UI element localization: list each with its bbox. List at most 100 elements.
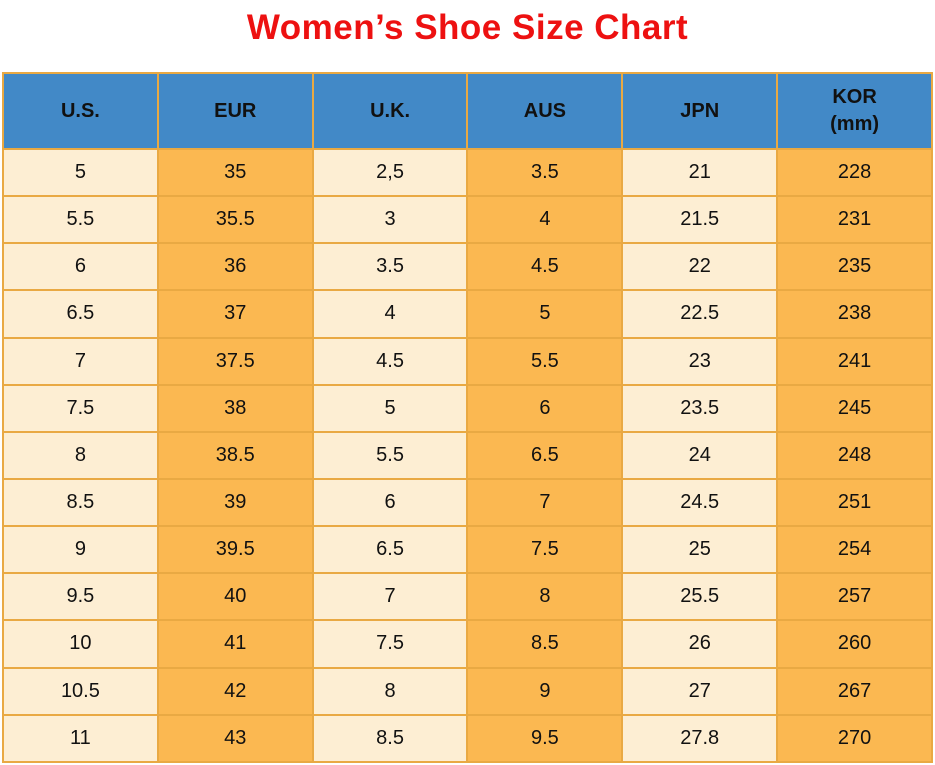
- table-row: 9 39.5 6.5 7.5 25 254: [2, 525, 933, 575]
- table-cell: 5.5: [311, 430, 469, 480]
- table-cell: 39.5: [156, 525, 314, 575]
- table-cell: 8.5: [466, 619, 624, 669]
- table-cell: 10: [2, 619, 159, 669]
- table-cell: 7.5: [466, 525, 624, 575]
- table-body: 5 35 2,5 3.5 21 228 5.5 35.5 3 4 21.5 231 6 36 3.5 4.5 2…: [2, 147, 933, 764]
- table-cell: 5.5: [2, 195, 159, 245]
- table-cell: 8: [2, 430, 159, 480]
- table-cell: 8.5: [311, 713, 469, 764]
- table-row: 10 41 7.5 8.5 26 260: [2, 619, 933, 669]
- size-chart-table: U.S. EUR U.K. AUS JPN KOR (mm) 5 35 2,5 3.5…: [2, 72, 933, 764]
- header-row: U.S. EUR U.K. AUS JPN KOR (mm): [2, 72, 933, 150]
- column-label: U.S.: [60, 99, 100, 122]
- table-cell: 9: [466, 666, 624, 716]
- table-cell: 238: [776, 289, 933, 339]
- column-header: EUR: [156, 72, 314, 150]
- table-cell: 5: [2, 147, 159, 198]
- table-cell: 235: [776, 242, 933, 292]
- table-cell: 38.5: [156, 430, 314, 480]
- table-cell: 35.5: [156, 195, 314, 245]
- table-cell: 7.5: [2, 383, 159, 433]
- column-label: U.K.: [370, 99, 411, 122]
- table-cell: 254: [776, 525, 933, 575]
- table-cell: 6.5: [466, 430, 624, 480]
- table-cell: 24.5: [621, 477, 779, 528]
- table-cell: 35: [156, 147, 314, 198]
- table-cell: 3.5: [466, 147, 624, 198]
- table-row: 8 38.5 5.5 6.5 24 248: [2, 430, 933, 480]
- table-cell: 26: [621, 619, 779, 669]
- table-cell: 9.5: [2, 572, 159, 622]
- table-row: 6 36 3.5 4.5 22 235: [2, 242, 933, 292]
- table-row: 7 37.5 4.5 5.5 23 241: [2, 336, 933, 386]
- table-cell: 7: [2, 336, 159, 386]
- table-cell: 25: [621, 525, 779, 575]
- chart-title: Women’s Shoe Size Chart: [246, 8, 689, 47]
- table-cell: 8.5: [2, 477, 159, 528]
- table-cell: 6: [2, 242, 159, 292]
- table-cell: 8: [311, 666, 469, 716]
- table-cell: 6: [311, 477, 469, 528]
- column-header: JPN: [621, 72, 779, 150]
- column-label: EUR: [214, 99, 257, 122]
- table-cell: 11: [2, 713, 159, 764]
- table-cell: 27: [621, 666, 779, 716]
- table-row: 5 35 2,5 3.5 21 228: [2, 147, 933, 198]
- table-cell: 8: [466, 572, 624, 622]
- table-cell: 5: [311, 383, 469, 433]
- table-cell: 42: [156, 666, 314, 716]
- table-cell: 38: [156, 383, 314, 433]
- table-cell: 21.5: [621, 195, 779, 245]
- table-cell: 37: [156, 289, 314, 339]
- table-cell: 9.5: [466, 713, 624, 764]
- table-cell: 5: [466, 289, 624, 339]
- table-cell: 43: [156, 713, 314, 764]
- column-header: U.K.: [311, 72, 469, 150]
- table-cell: 3: [311, 195, 469, 245]
- table-cell: 5.5: [466, 336, 624, 386]
- table-row: 6.5 37 4 5 22.5 238: [2, 289, 933, 339]
- table-row: 7.5 38 5 6 23.5 245: [2, 383, 933, 433]
- table-cell: 257: [776, 572, 933, 622]
- table-cell: 260: [776, 619, 933, 669]
- table-cell: 36: [156, 242, 314, 292]
- table-cell: 4: [311, 289, 469, 339]
- table-cell: 4.5: [311, 336, 469, 386]
- table-cell: 228: [776, 147, 933, 198]
- table-cell: 10.5: [2, 666, 159, 716]
- table-cell: 241: [776, 336, 933, 386]
- table-cell: 25.5: [621, 572, 779, 622]
- table-cell: 40: [156, 572, 314, 622]
- table-cell: 23.5: [621, 383, 779, 433]
- table-cell: 7: [466, 477, 624, 528]
- table-cell: 6.5: [2, 289, 159, 339]
- table-row: 8.5 39 6 7 24.5 251: [2, 477, 933, 528]
- table-cell: 2,5: [311, 147, 469, 198]
- column-header: KOR (mm): [776, 72, 933, 150]
- table-row: 11 43 8.5 9.5 27.8 270: [2, 713, 933, 764]
- table-cell: 9: [2, 525, 159, 575]
- table-cell: 248: [776, 430, 933, 480]
- table-cell: 24: [621, 430, 779, 480]
- table-cell: 41: [156, 619, 314, 669]
- table-cell: 245: [776, 383, 933, 433]
- column-label: JPN: [680, 99, 720, 122]
- column-header: U.S.: [2, 72, 159, 150]
- table-cell: 270: [776, 713, 933, 764]
- table-cell: 37.5: [156, 336, 314, 386]
- table-header: U.S. EUR U.K. AUS JPN KOR (mm): [2, 72, 933, 150]
- table-cell: 27.8: [621, 713, 779, 764]
- table-cell: 6: [466, 383, 624, 433]
- table-row: 10.5 42 8 9 27 267: [2, 666, 933, 716]
- table-row: 9.5 40 7 8 25.5 257: [2, 572, 933, 622]
- table-cell: 231: [776, 195, 933, 245]
- table-cell: 39: [156, 477, 314, 528]
- column-header: AUS: [466, 72, 624, 150]
- table-cell: 23: [621, 336, 779, 386]
- column-sublabel: (mm): [830, 113, 880, 135]
- table-cell: 7: [311, 572, 469, 622]
- table-cell: 22.5: [621, 289, 779, 339]
- table-cell: 6.5: [311, 525, 469, 575]
- table-row: 5.5 35.5 3 4 21.5 231: [2, 195, 933, 245]
- table-cell: 7.5: [311, 619, 469, 669]
